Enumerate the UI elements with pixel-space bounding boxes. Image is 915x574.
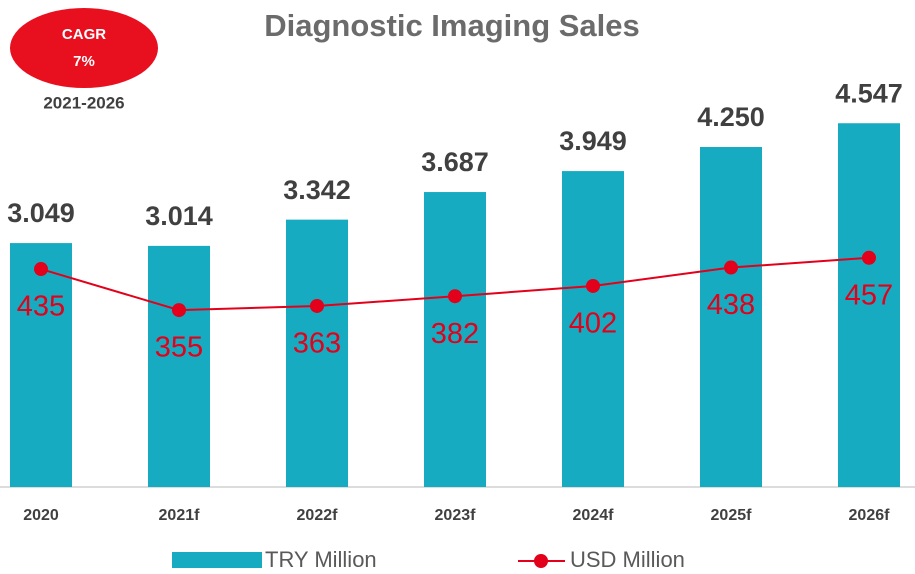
bar [10,243,72,487]
line-value-label: 457 [845,279,893,311]
bar [148,245,210,487]
point [862,250,876,265]
chart-title: Diagnostic Imaging Sales [264,8,640,43]
bar [838,123,900,488]
bar-value-label: 3.949 [559,126,627,156]
bar-value-label: 4.250 [697,102,765,132]
bar-value-label: 4.547 [835,78,903,108]
point [448,289,462,304]
legend-swatch [172,552,262,568]
bar-value-label: 3.687 [421,147,489,177]
line-value-label: 438 [707,289,755,321]
x-tick-label: 2021f [159,507,201,524]
legend-swatch-dot [534,554,548,568]
legend-label: TRY Million [265,547,377,572]
legend-label: USD Million [570,547,685,572]
point [310,298,324,313]
badge-title: CAGR [62,26,106,43]
x-tick-label: 2020 [23,507,59,524]
point [172,303,186,318]
bar-value-label: 3.014 [145,201,213,231]
bar-value-label: 3.049 [7,198,75,228]
bar [424,192,486,488]
line-value-label: 382 [431,318,479,350]
line-value-label: 402 [569,308,617,340]
badge-value: 7% [73,53,95,70]
x-tick-label: 2022f [297,507,339,524]
bar [700,147,762,487]
point [34,262,48,277]
x-tick-label: 2024f [573,507,615,524]
x-tick-label: 2026f [849,507,891,524]
bar-value-label: 3.342 [283,175,351,205]
x-tick-label: 2025f [711,507,753,524]
point [586,278,600,293]
line-value-label: 355 [155,332,203,364]
period: 2021-2026 [43,93,124,112]
line-value-label: 435 [17,291,65,323]
bar [286,219,348,487]
point [724,260,738,275]
bar [562,171,624,487]
x-tick-label: 2023f [435,507,477,524]
cagr-badge [10,8,158,88]
line-value-label: 363 [293,328,341,360]
